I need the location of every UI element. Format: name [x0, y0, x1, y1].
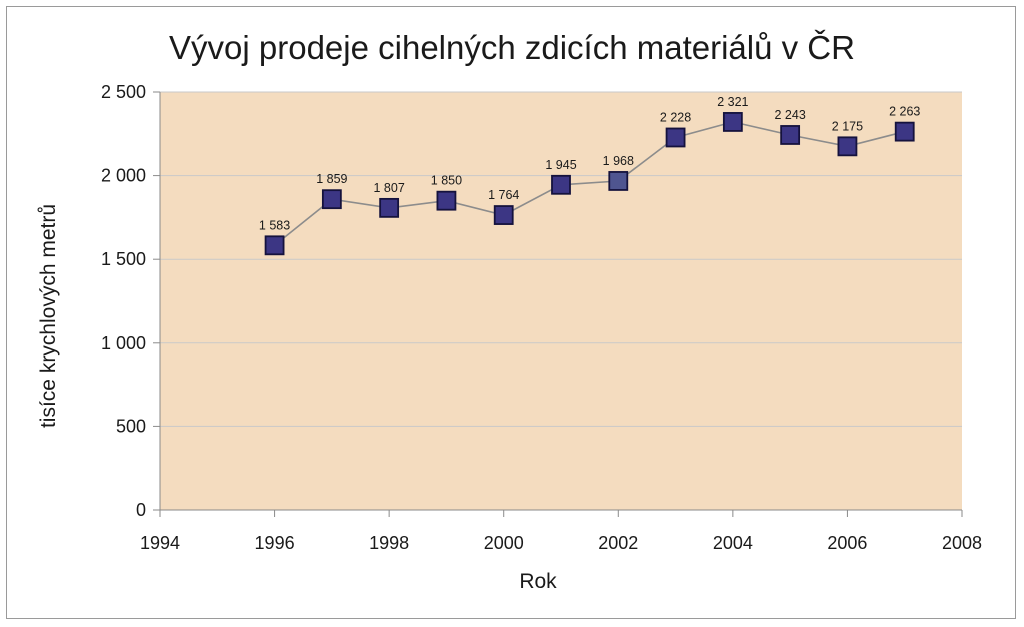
y-tick-label: 1 000: [101, 333, 146, 353]
y-tick-label: 500: [116, 416, 146, 436]
axes: 0 500 1 000 1 500 2 000 2 500 1994 1996 1998 2000…: [101, 82, 982, 553]
x-tick-label: 2002: [598, 533, 638, 553]
data-label: 1 764: [488, 188, 519, 202]
data-point-marker: [894, 121, 915, 142]
data-label: 1 807: [374, 181, 405, 195]
x-tick-label: 2008: [942, 533, 982, 553]
data-point-marker: [379, 197, 400, 218]
chart-title: Vývoj prodeje cihelných zdicích materiál…: [169, 29, 855, 66]
data-label: 2 321: [717, 95, 748, 109]
data-markers: [264, 112, 915, 256]
data-point-marker: [722, 112, 743, 132]
data-label: 1 968: [603, 154, 634, 168]
data-label: 2 263: [889, 105, 920, 119]
data-point-marker: [436, 190, 457, 211]
data-label: 1 945: [545, 158, 576, 172]
y-tick-label: 2 000: [101, 166, 146, 186]
data-label: 2 228: [660, 110, 691, 124]
data-point-marker: [837, 136, 858, 157]
x-tick-label: 2006: [827, 533, 867, 553]
x-tick-label: 2004: [713, 533, 753, 553]
data-label: 1 583: [259, 218, 290, 232]
data-point-marker: [493, 205, 514, 225]
data-label: 2 243: [775, 108, 806, 122]
data-point-marker: [551, 174, 571, 195]
data-label: 1 850: [431, 174, 462, 188]
y-tick-label: 2 500: [101, 82, 146, 102]
data-point-marker: [665, 127, 686, 148]
data-label: 1 859: [316, 172, 347, 186]
x-tick-label: 1994: [140, 533, 180, 553]
data-point-marker: [780, 125, 801, 145]
x-tick-label: 2000: [484, 533, 524, 553]
grid-lines: [160, 91, 962, 427]
data-labels: 1 583 1 859 1 807 1 850 1 764 1 945 1 968 2 228…: [259, 95, 920, 232]
x-tick-label: 1998: [369, 533, 409, 553]
plot-area: [160, 92, 962, 510]
data-point-marker: [321, 189, 342, 210]
x-axis-label: Rok: [519, 570, 557, 593]
x-tick-label: 1996: [255, 533, 295, 553]
data-point-marker: [264, 235, 285, 256]
data-point-marker: [608, 171, 629, 191]
data-label: 2 175: [832, 119, 863, 133]
y-tick-label: 1 500: [101, 249, 146, 269]
y-axis-label: tisíce krychlových metrů: [37, 204, 60, 428]
y-tick-label: 0: [136, 500, 146, 520]
